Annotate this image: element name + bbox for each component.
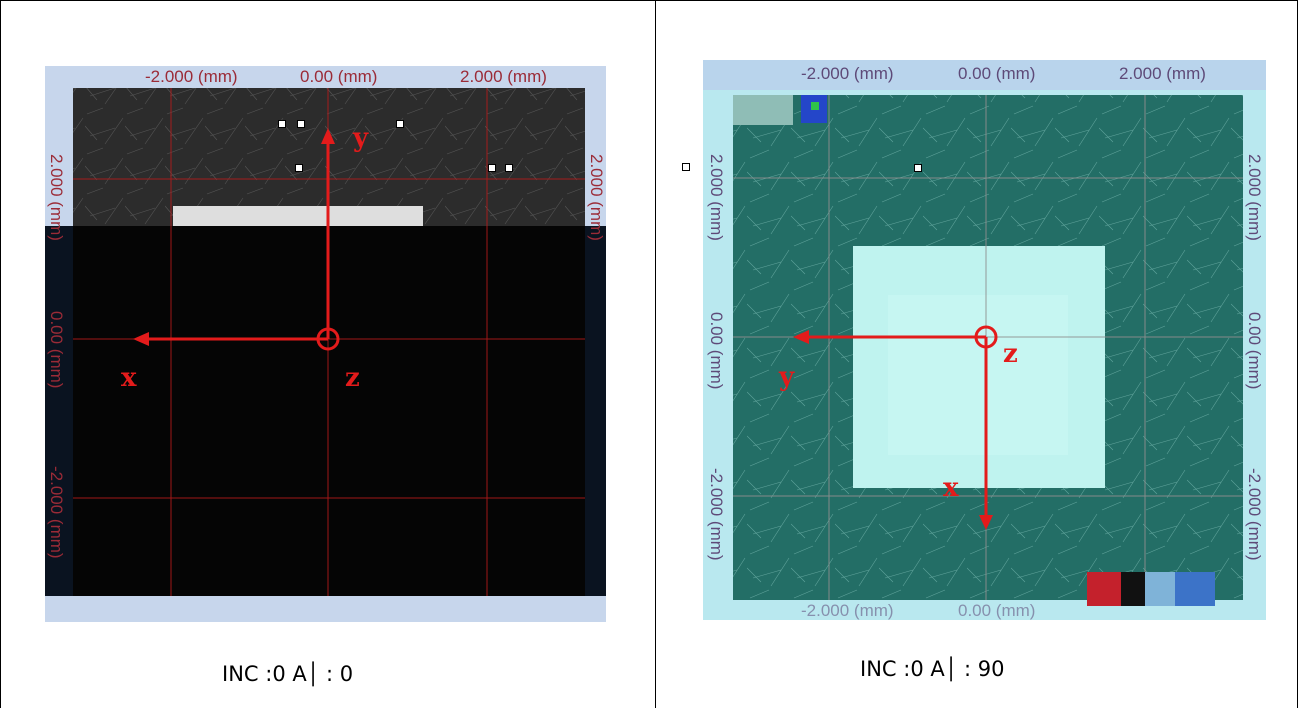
left-caption: INC :0 A│ : 0: [222, 662, 354, 686]
left-y-label-right: 2.000 (mm): [587, 154, 606, 241]
right-y-label-pos: 2.000 (mm): [707, 154, 726, 241]
right-coordinate-axes: y z x: [778, 325, 1018, 530]
marker-square: [297, 120, 305, 128]
right-x-label-neg: -2.000 (mm): [801, 64, 894, 83]
right-x-label-zero: 0.00 (mm): [958, 64, 1035, 83]
right-y-label-neg-right: -2.000 (mm): [1245, 468, 1264, 561]
marker-square: [278, 120, 286, 128]
left-bright-edge: [173, 206, 423, 226]
right-y-label-zero: 0.00 (mm): [707, 312, 726, 389]
left-y-label-neg: -2.000 (mm): [47, 466, 66, 559]
right-artifacts: [733, 95, 1215, 606]
panel-divider: [655, 0, 656, 708]
left-x-label-zero: 0.00 (mm): [300, 67, 377, 86]
right-bottom-label-neg: -2.000 (mm): [801, 601, 894, 620]
left-x-label-neg: -2.000 (mm): [145, 67, 238, 86]
marker-square: [295, 164, 303, 172]
left-coordinate-axes: y x z: [121, 123, 369, 393]
right-axis-label-x: x: [943, 473, 959, 503]
marker-square: [396, 120, 404, 128]
right-image-canvas: -2.000 (mm) 0.00 (mm) 2.000 (mm) 2.000 (…: [703, 60, 1266, 620]
marker-square: [682, 163, 690, 171]
right-microscope-image: -2.000 (mm) 0.00 (mm) 2.000 (mm) 2.000 (…: [703, 60, 1266, 620]
right-x-label-pos: 2.000 (mm): [1119, 64, 1206, 83]
right-caption: INC :0 A│ : 90: [860, 657, 1005, 681]
left-microscope-image: -2.000 (mm) 0.00 (mm) 2.000 (mm) 2.000 (…: [45, 66, 606, 622]
left-y-label-zero: 0.00 (mm): [47, 311, 66, 388]
marker-square: [505, 164, 513, 172]
left-image-canvas: -2.000 (mm) 0.00 (mm) 2.000 (mm) 2.000 (…: [45, 67, 606, 596]
left-y-label-pos: 2.000 (mm): [47, 154, 66, 241]
left-dark-region: [45, 226, 585, 596]
right-y-label-pos-right: 2.000 (mm): [1245, 154, 1264, 241]
left-axis-label-x: x: [121, 363, 137, 393]
left-axis-label-z: z: [345, 363, 360, 393]
left-x-label-pos: 2.000 (mm): [460, 67, 547, 86]
marker-square: [488, 164, 496, 172]
left-axis-label-y: y: [352, 123, 369, 153]
marker-square: [914, 164, 922, 172]
right-bottom-label-zero: 0.00 (mm): [958, 601, 1035, 620]
right-y-label-zero-right: 0.00 (mm): [1245, 312, 1264, 389]
right-axis-label-z: z: [1003, 339, 1018, 369]
right-axis-label-y: y: [778, 362, 795, 392]
right-y-label-neg: -2.000 (mm): [707, 468, 726, 561]
